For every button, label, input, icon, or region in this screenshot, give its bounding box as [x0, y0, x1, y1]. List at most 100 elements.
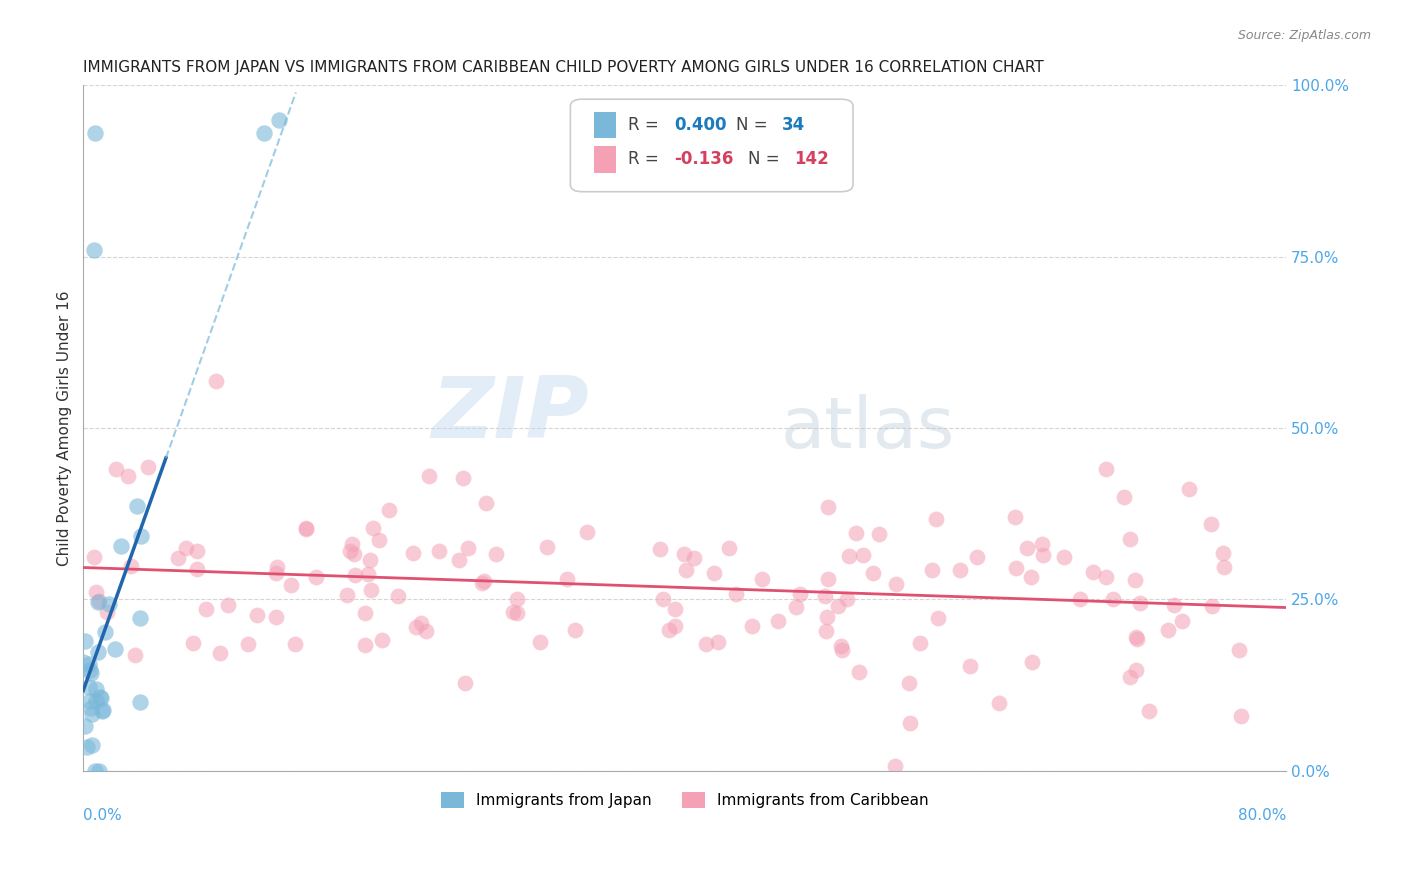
- Point: [120, 558, 142, 573]
- Point: [838, 549, 860, 564]
- Point: [360, 582, 382, 597]
- Text: 80.0%: 80.0%: [1237, 808, 1286, 823]
- Point: [766, 614, 789, 628]
- Point: [835, 592, 858, 607]
- Point: [136, 460, 159, 475]
- Point: [845, 525, 868, 540]
- Point: [449, 553, 471, 567]
- Point: [418, 469, 440, 483]
- Point: [814, 590, 837, 604]
- FancyBboxPatch shape: [571, 99, 853, 192]
- Point: [673, 547, 696, 561]
- Point: [472, 574, 495, 589]
- Point: [1230, 709, 1253, 723]
- Point: [87, 645, 110, 659]
- Text: -0.136: -0.136: [673, 151, 733, 169]
- Point: [75, 719, 97, 733]
- Text: 34: 34: [782, 116, 806, 134]
- Text: atlas: atlas: [780, 393, 955, 463]
- Point: [1112, 490, 1135, 504]
- Point: [342, 536, 364, 550]
- Point: [84, 764, 107, 778]
- Point: [1137, 704, 1160, 718]
- Text: R =: R =: [628, 151, 664, 169]
- Point: [344, 567, 367, 582]
- Point: [502, 606, 524, 620]
- Point: [925, 512, 948, 526]
- Point: [80, 665, 103, 680]
- Point: [84, 127, 107, 141]
- Point: [1119, 533, 1142, 547]
- Point: [124, 648, 146, 662]
- Point: [1201, 599, 1223, 613]
- Point: [1178, 482, 1201, 496]
- Point: [93, 703, 115, 717]
- Point: [125, 500, 148, 514]
- Point: [1019, 570, 1042, 584]
- Point: [883, 759, 905, 773]
- Point: [658, 623, 681, 637]
- Point: [87, 594, 110, 608]
- Legend: Immigrants from Japan, Immigrants from Caribbean: Immigrants from Japan, Immigrants from C…: [434, 786, 935, 814]
- Point: [695, 637, 717, 651]
- Point: [90, 704, 112, 718]
- Point: [555, 572, 578, 586]
- Point: [1031, 537, 1053, 551]
- Point: [77, 680, 100, 694]
- Point: [427, 544, 450, 558]
- Point: [1094, 462, 1116, 476]
- Bar: [595, 146, 616, 172]
- Y-axis label: Child Poverty Among Girls Under 16: Child Poverty Among Girls Under 16: [58, 291, 72, 566]
- Point: [751, 572, 773, 586]
- Point: [339, 544, 361, 558]
- Point: [475, 496, 498, 510]
- Point: [80, 738, 103, 752]
- Point: [368, 533, 391, 548]
- Point: [949, 563, 972, 577]
- Point: [294, 521, 316, 535]
- Point: [105, 462, 128, 476]
- Point: [402, 546, 425, 560]
- Point: [959, 658, 981, 673]
- Point: [717, 541, 740, 556]
- Point: [110, 539, 132, 553]
- Point: [97, 597, 120, 611]
- Point: [987, 696, 1010, 710]
- Point: [1005, 561, 1028, 575]
- Text: ZIP: ZIP: [430, 373, 589, 456]
- Point: [1126, 632, 1149, 646]
- Point: [741, 618, 763, 632]
- Point: [506, 591, 529, 606]
- Point: [238, 637, 260, 651]
- Point: [1069, 591, 1091, 606]
- Point: [789, 587, 811, 601]
- Point: [72, 656, 94, 670]
- Point: [305, 570, 328, 584]
- Point: [84, 694, 107, 708]
- Point: [181, 636, 204, 650]
- Point: [104, 642, 127, 657]
- Point: [675, 564, 697, 578]
- Point: [831, 642, 853, 657]
- Point: [96, 606, 118, 620]
- Point: [817, 500, 839, 514]
- Point: [506, 606, 529, 620]
- Point: [664, 619, 686, 633]
- Text: IMMIGRANTS FROM JAPAN VS IMMIGRANTS FROM CARIBBEAN CHILD POVERTY AMONG GIRLS UND: IMMIGRANTS FROM JAPAN VS IMMIGRANTS FROM…: [83, 60, 1045, 75]
- Point: [129, 695, 152, 709]
- Point: [1021, 655, 1043, 669]
- Point: [817, 572, 839, 586]
- Point: [209, 646, 232, 660]
- Point: [898, 715, 921, 730]
- Point: [703, 566, 725, 581]
- Point: [361, 520, 384, 534]
- Point: [564, 623, 586, 637]
- Point: [451, 470, 474, 484]
- Point: [87, 595, 110, 609]
- Point: [1123, 573, 1146, 587]
- Point: [371, 632, 394, 647]
- Point: [80, 701, 103, 715]
- Point: [707, 635, 730, 649]
- Point: [884, 576, 907, 591]
- Point: [652, 592, 675, 607]
